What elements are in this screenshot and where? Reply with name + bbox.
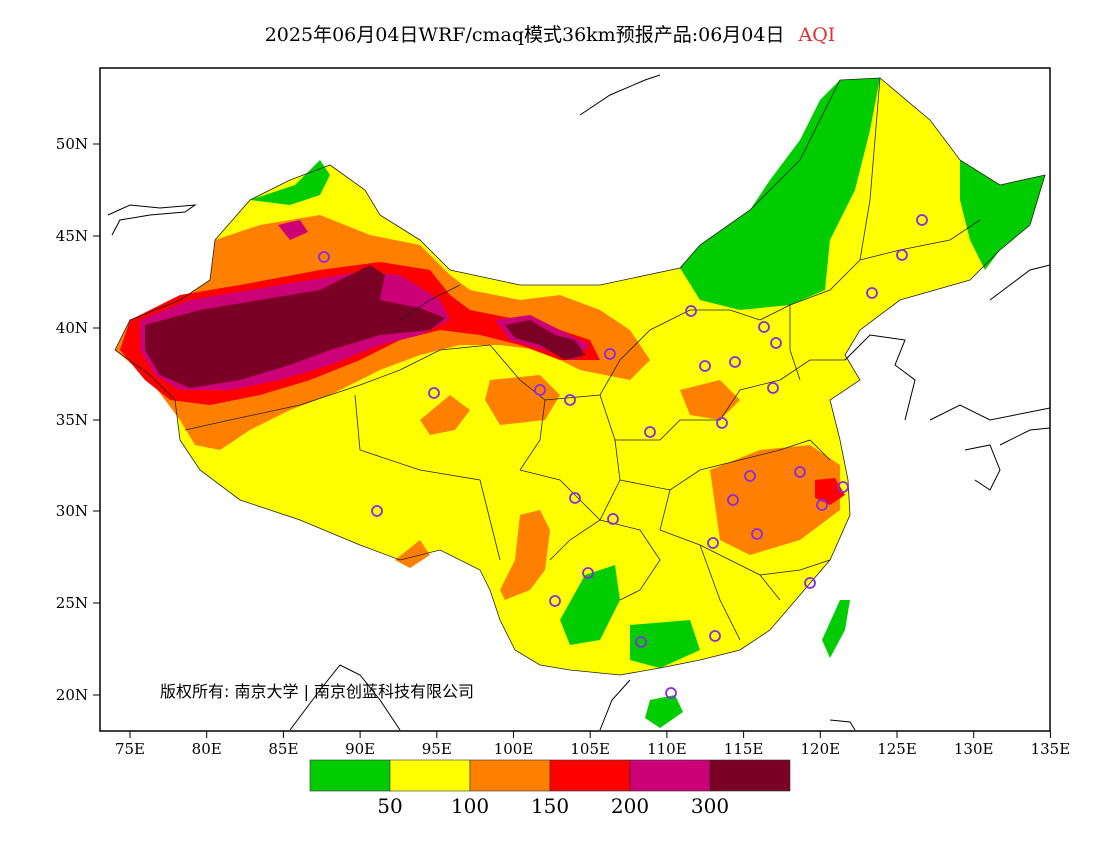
colorbar-swatch xyxy=(629,759,711,792)
map-frame xyxy=(99,67,1051,732)
city-marker-icon xyxy=(428,387,440,399)
city-marker-icon xyxy=(607,513,619,525)
map-title: 2025年06月04日WRF/cmaq模式36km预报产品:06月04日 AQI xyxy=(0,20,1100,47)
lon-tick-label: 90E xyxy=(345,740,375,758)
lat-tick-label: 35N xyxy=(56,411,88,429)
map-area xyxy=(107,74,1050,731)
city-marker-icon xyxy=(896,249,908,261)
colorbar-swatch xyxy=(709,759,791,792)
aqi-region-orange-southwest xyxy=(395,540,430,568)
lat-tick-label: 40N xyxy=(56,319,88,337)
city-marker-icon xyxy=(564,394,576,406)
lat-tick-label: 45N xyxy=(56,227,88,245)
lat-tick-label: 30N xyxy=(56,502,88,520)
neighbor-coastlines xyxy=(107,74,1050,731)
colorbar-label: 50 xyxy=(377,794,402,818)
city-marker-icon xyxy=(318,251,330,263)
city-marker-icon xyxy=(770,337,782,349)
lon-tick-label: 115E xyxy=(724,740,764,758)
city-marker-icon xyxy=(699,360,711,372)
lat-tick-label: 25N xyxy=(56,594,88,612)
city-marker-icon xyxy=(758,321,770,333)
latitude-axis: 50N 45N 40N 35N 30N 25N 20N xyxy=(56,135,100,704)
aqi-region-red-east xyxy=(815,478,845,505)
copyright-text: 版权所有: 南京大学 | 南京创蓝科技有限公司 xyxy=(160,682,474,701)
city-marker-icon xyxy=(534,384,546,396)
colorbar-label: 100 xyxy=(451,794,489,818)
aqi-region-magenta-spot xyxy=(278,220,308,240)
lon-tick-label: 105E xyxy=(570,740,610,758)
title-variable: AQI xyxy=(798,24,836,46)
lat-tick-label: 20N xyxy=(56,686,88,704)
city-marker-icon xyxy=(604,348,616,360)
city-marker-icon xyxy=(685,305,697,317)
colorbar-swatch xyxy=(549,759,631,792)
city-marker-icon xyxy=(816,499,828,511)
aqi-region-green-east xyxy=(960,160,1045,270)
city-marker-icon xyxy=(804,577,816,589)
lat-tick-label: 50N xyxy=(56,135,88,153)
city-marker-icon xyxy=(549,595,561,607)
aqi-region-green-northwest xyxy=(250,160,330,205)
city-marker-icon xyxy=(709,630,721,642)
aqi-region-orange-central xyxy=(485,375,560,425)
city-marker-icon xyxy=(837,481,849,493)
aqi-region-green-guangdong xyxy=(630,620,700,668)
city-marker-icon xyxy=(767,382,779,394)
city-marker-icon xyxy=(707,537,719,549)
city-marker-icon xyxy=(635,636,647,648)
lon-tick-label: 110E xyxy=(647,740,687,758)
aqi-region-green-northeast xyxy=(680,78,880,310)
colorbar-swatch xyxy=(469,759,551,792)
title-text: 2025年06月04日WRF/cmaq模式36km预报产品:06月04日 xyxy=(264,24,785,46)
city-marker-icon xyxy=(744,470,756,482)
lon-tick-label: 100E xyxy=(494,740,534,758)
colorbar-label: 200 xyxy=(611,794,649,818)
city-marker-icon xyxy=(794,466,806,478)
lon-tick-label: 120E xyxy=(801,740,841,758)
city-marker-icon xyxy=(644,426,656,438)
lon-tick-label: 130E xyxy=(954,740,994,758)
colorbar-label: 300 xyxy=(691,794,729,818)
lon-tick-label: 80E xyxy=(192,740,222,758)
city-marker-icon xyxy=(866,287,878,299)
city-markers xyxy=(318,214,928,699)
city-marker-icon xyxy=(729,356,741,368)
city-marker-icon xyxy=(569,492,581,504)
aqi-region-orange-hubei xyxy=(710,445,840,555)
colorbar-label: 150 xyxy=(531,794,569,818)
colorbar-swatch xyxy=(309,759,391,792)
colorbar-swatch xyxy=(389,759,471,792)
lon-tick-label: 95E xyxy=(422,740,452,758)
aqi-region-maroon-gansu xyxy=(505,320,585,360)
city-marker-icon xyxy=(916,214,928,226)
lon-tick-label: 85E xyxy=(268,740,298,758)
lon-tick-label: 75E xyxy=(115,740,145,758)
aqi-region-taiwan xyxy=(822,600,850,658)
city-marker-icon xyxy=(665,687,677,699)
aqi-region-maroon xyxy=(145,265,445,388)
aqi-region-hainan xyxy=(645,695,683,728)
city-marker-icon xyxy=(371,505,383,517)
city-marker-icon xyxy=(582,567,594,579)
lon-tick-label: 135E xyxy=(1031,740,1071,758)
aqi-colorbar: 50 100 150 200 300 xyxy=(309,759,791,818)
aqi-region-green-south xyxy=(560,565,620,645)
city-marker-icon xyxy=(751,528,763,540)
lon-tick-label: 125E xyxy=(877,740,917,758)
aqi-region-orange-north xyxy=(680,380,740,420)
longitude-axis: 75E 80E 85E 90E 95E 100E 105E 110E 115E 120E 125E 1… xyxy=(115,731,1070,758)
aqi-region-orange-yunnan xyxy=(500,510,550,600)
province-boundaries xyxy=(114,77,1046,676)
city-marker-icon xyxy=(716,417,728,429)
city-marker-icon xyxy=(727,494,739,506)
aqi-region-orange-tibet xyxy=(420,395,470,435)
